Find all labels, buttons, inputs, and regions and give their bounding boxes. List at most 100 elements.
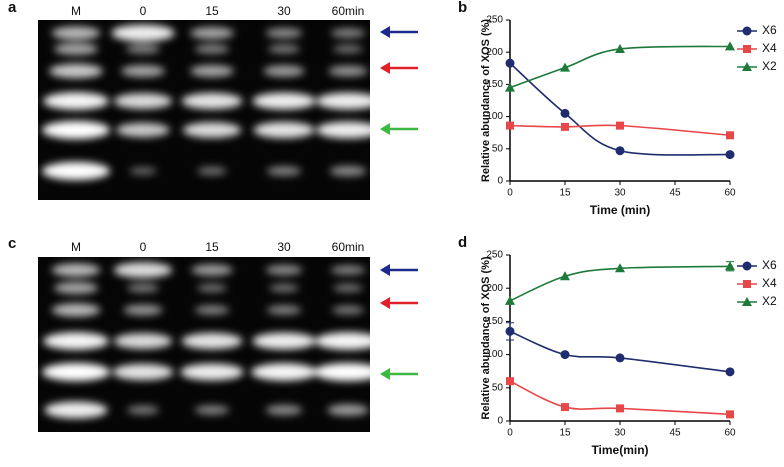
arrow-head xyxy=(380,26,390,38)
x-tick-label: 0 xyxy=(507,428,513,439)
lane-label: 0 xyxy=(140,240,147,254)
band-label: X4 xyxy=(18,63,33,77)
panel-label: d xyxy=(458,234,467,251)
gel-band xyxy=(51,303,101,317)
panel-label: a xyxy=(8,0,17,16)
band-label: X1 xyxy=(18,163,33,177)
x-tick-label: 0 xyxy=(507,188,513,199)
data-point xyxy=(506,121,514,130)
arrow-head xyxy=(380,264,390,276)
data-point xyxy=(615,146,625,156)
y-tick-label: 250 xyxy=(486,250,503,261)
band-label: X5 xyxy=(18,41,33,55)
y-tick-label: 0 xyxy=(497,176,503,187)
data-point xyxy=(725,41,735,51)
gel-band xyxy=(127,405,159,415)
error-bar xyxy=(506,322,514,341)
legend-marker xyxy=(742,26,752,36)
gel-band xyxy=(112,363,174,381)
band-label: X2 xyxy=(18,364,33,378)
band-label: X5 xyxy=(18,280,33,294)
x-tick-label: 60 xyxy=(724,188,736,199)
gel-band xyxy=(123,304,163,316)
x-tick-label: 30 xyxy=(614,428,626,439)
fit-line xyxy=(509,265,731,302)
x-tick-label: 15 xyxy=(559,188,571,199)
gel-band xyxy=(269,283,299,293)
gel-bands xyxy=(42,24,380,180)
panel-label: b xyxy=(458,0,467,16)
x-tick-label: 30 xyxy=(614,188,626,199)
data-point xyxy=(615,43,625,53)
lane-label: M xyxy=(71,240,81,254)
x-axis-label: Time(min) xyxy=(591,443,648,457)
arrow-head xyxy=(380,368,390,380)
y-tick-label: 200 xyxy=(486,47,503,58)
data-point xyxy=(505,295,515,305)
gel-band xyxy=(190,65,234,77)
arrow-head xyxy=(380,62,390,74)
gel-band xyxy=(51,263,101,277)
x-tick-label: 15 xyxy=(559,428,571,439)
gel-band xyxy=(113,262,173,278)
y-axis-label: Relative abundance of XOS (%) xyxy=(480,256,492,420)
gel-band xyxy=(51,26,101,40)
gel-band xyxy=(194,305,230,315)
gel-band xyxy=(197,283,227,293)
gel-band xyxy=(42,363,110,381)
data-point xyxy=(615,263,625,273)
lane-label: 30 xyxy=(277,4,291,18)
y-tick-label: 50 xyxy=(492,143,504,154)
gel-band xyxy=(54,282,98,294)
arrow-head xyxy=(380,297,390,309)
y-tick-label: 50 xyxy=(492,382,504,393)
data-point xyxy=(725,150,735,160)
gel-band xyxy=(42,121,110,139)
y-tick-label: 100 xyxy=(486,349,503,360)
gel-band xyxy=(113,93,173,109)
gel-band xyxy=(333,44,363,54)
legend-marker xyxy=(742,297,752,306)
gel-band xyxy=(251,363,317,381)
x-tick-label: 45 xyxy=(669,428,681,439)
x-tick-label: 60 xyxy=(724,428,736,439)
band-label: X1 xyxy=(18,402,33,416)
fit-line xyxy=(509,380,731,416)
gel-band xyxy=(327,404,369,416)
y-tick-label: 200 xyxy=(486,283,503,294)
band-label: X6 xyxy=(18,25,33,39)
gel-band xyxy=(266,305,302,315)
data-point xyxy=(505,58,515,68)
gel-band xyxy=(49,63,103,79)
gel-band xyxy=(265,404,303,416)
band-label: X3 xyxy=(18,333,33,347)
gel-band xyxy=(330,28,366,38)
data-point xyxy=(616,404,624,413)
gel-band xyxy=(127,283,159,293)
gel-band xyxy=(333,283,363,293)
gel-band xyxy=(316,92,380,110)
gel-band xyxy=(194,44,230,54)
legend-marker xyxy=(743,280,751,288)
data-point xyxy=(726,131,734,140)
lane-label: 0 xyxy=(140,4,147,18)
legend-label: X4 xyxy=(762,41,777,55)
y-tick-label: 250 xyxy=(486,15,503,26)
fit-line xyxy=(509,124,731,137)
gel-band xyxy=(125,44,161,54)
gel-band xyxy=(44,401,108,419)
gel-band xyxy=(252,332,316,350)
gel-band xyxy=(42,162,110,180)
gel-band xyxy=(116,122,170,138)
data-point xyxy=(726,410,734,419)
band-label: X3 xyxy=(18,93,33,107)
lane-label: 60min xyxy=(332,240,365,254)
legend-label: X2 xyxy=(762,59,777,73)
gel-band xyxy=(113,333,173,349)
gel-band xyxy=(314,363,382,381)
data-point xyxy=(725,367,735,377)
fit-line xyxy=(509,62,731,156)
gel-band xyxy=(181,92,243,110)
